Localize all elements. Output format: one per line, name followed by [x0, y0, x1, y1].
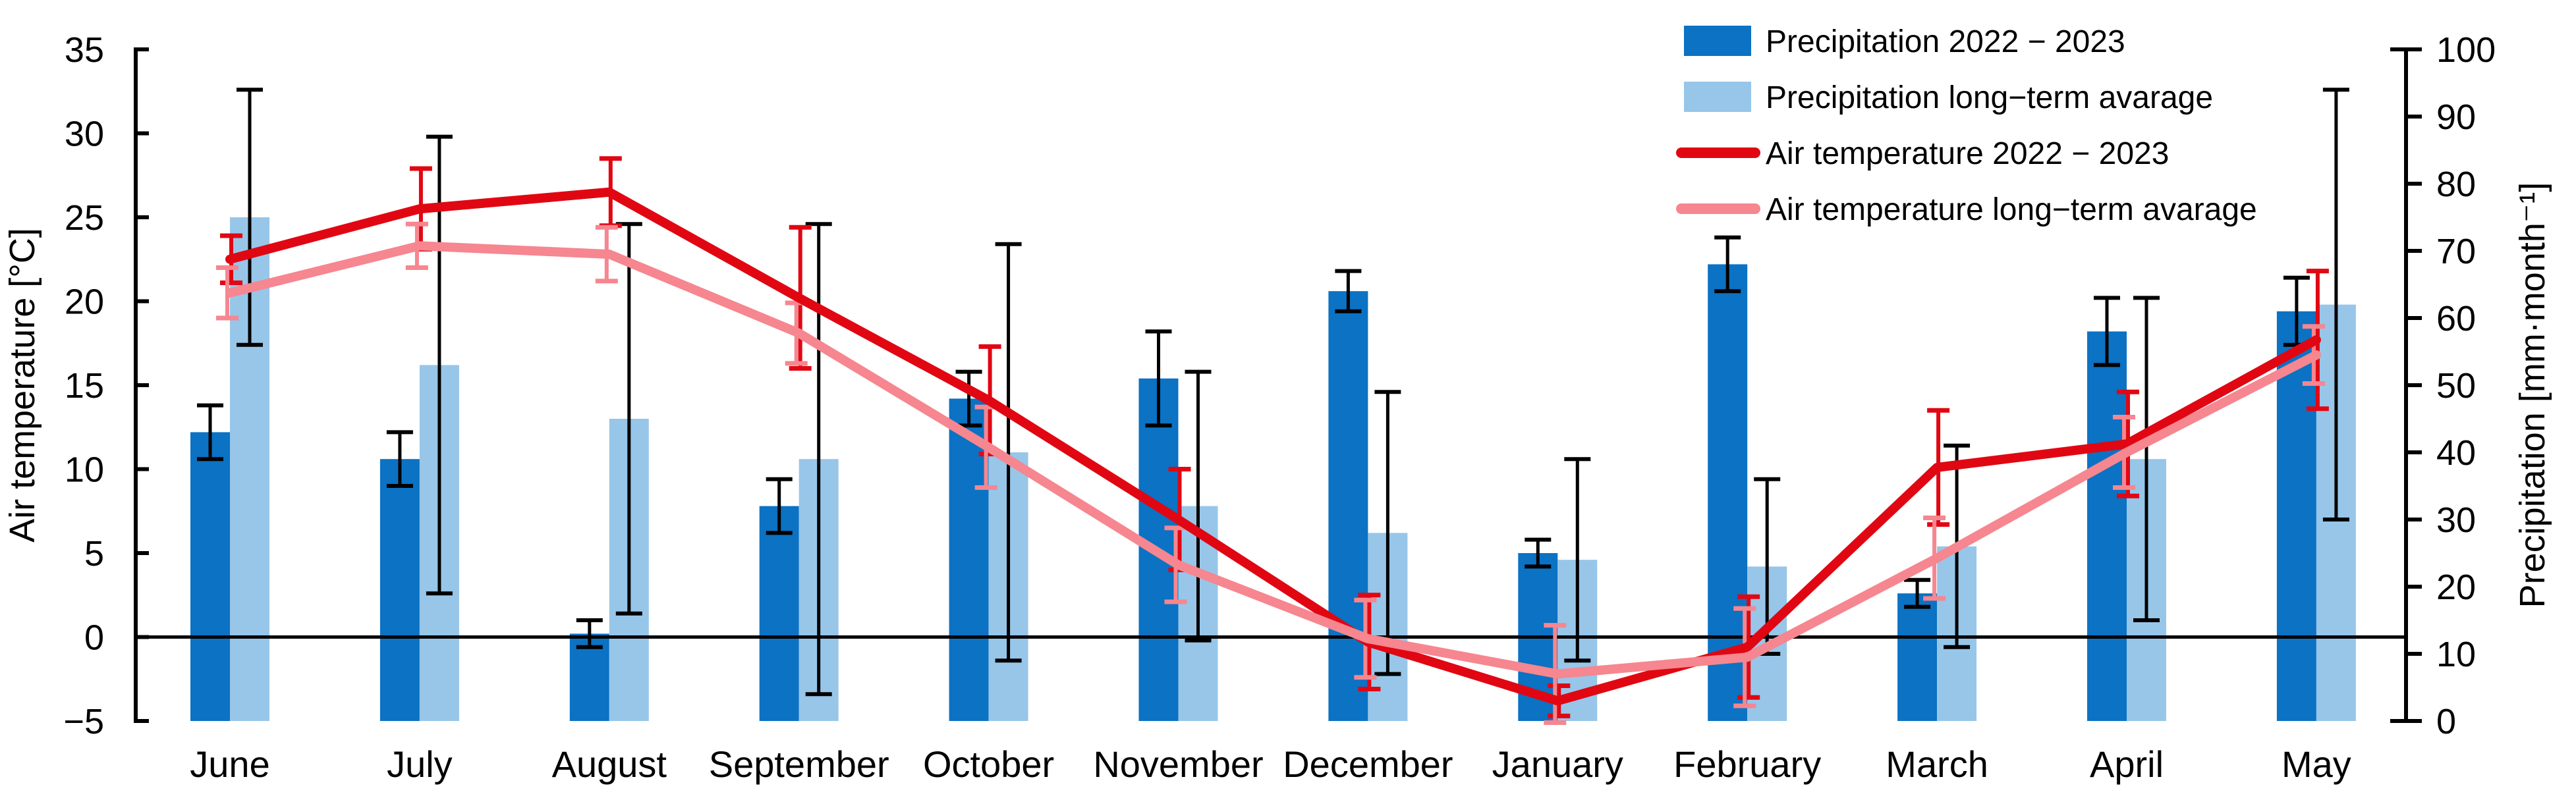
x-tick-label-July: July [387, 743, 453, 785]
legend: Precipitation 2022 − 2023 Precipitation l… [1676, 24, 2257, 227]
legend-swatch-2-icon [1684, 82, 1751, 112]
bar-precip-2022-2023-May [2276, 311, 2316, 721]
x-tick-label-March: March [1886, 743, 1988, 785]
x-tick-label-February: February [1673, 743, 1821, 785]
errorbar-precip-2022-2023-December [1335, 269, 1362, 313]
right-axis-tick-label: 70 [2436, 232, 2476, 271]
right-axis-tick-label: 30 [2436, 500, 2476, 540]
right-axis-tick-label: 80 [2436, 165, 2476, 204]
right-axis-tick-label: 50 [2436, 366, 2476, 406]
left-axis-tick-label: 5 [84, 534, 104, 573]
legend-item-4: Air temperature long−term avarage [1676, 192, 2257, 227]
legend-label-1: Precipitation 2022 − 2023 [1766, 24, 2125, 59]
left-axis-tick-label: −5 [63, 702, 104, 741]
left-axis-tick-label: 20 [65, 282, 104, 322]
x-tick-label-May: May [2282, 743, 2351, 785]
line-temp-longterm [225, 241, 2321, 679]
bar-precip-2022-2023-March [1897, 593, 1938, 721]
left-axis-tick-label: 0 [84, 618, 104, 658]
right-axis-tick-label: 90 [2436, 97, 2476, 137]
left-axis-tick-label: 15 [65, 366, 104, 406]
errorbar-precip-longterm-May [2322, 88, 2349, 521]
line-temp-2022-2023 [225, 187, 2321, 706]
right-axis-tick-label: 100 [2436, 30, 2496, 70]
left-axis-tick-label: 30 [65, 115, 104, 154]
errorbar-precip-longterm-July [426, 134, 453, 596]
left-axis-title: Air temperature [°C] [3, 228, 42, 543]
legend-swatch-1-icon [1684, 26, 1751, 56]
x-tick-label-August: August [552, 743, 667, 785]
x-tick-label-October: October [923, 743, 1054, 785]
bar-precip-2022-2023-April [2087, 331, 2127, 721]
errorbar-precip-2022-2023-November [1145, 329, 1172, 428]
errorbar-precip-2022-2023-August [576, 618, 603, 649]
right-axis-tick-label: 60 [2436, 299, 2476, 338]
x-tick-label-June: June [190, 743, 269, 785]
legend-item-3: Air temperature 2022 − 2023 [1676, 136, 2169, 171]
right-axis-tick-label: 20 [2436, 568, 2476, 607]
errorbar-precip-2022-2023-February [1714, 235, 1741, 294]
x-tick-label-December: December [1283, 743, 1453, 785]
errorbar-precip-2022-2023-March [1904, 577, 1931, 609]
legend-label-4: Air temperature long−term avarage [1766, 192, 2257, 227]
bar-precip-2022-2023-July [379, 459, 420, 721]
bar-precip-2022-2023-June [190, 432, 230, 721]
bar-precip-2022-2023-September [759, 506, 799, 721]
legend-item-2: Precipitation long−term avarage [1684, 80, 2213, 115]
errorbar-precip-2022-2023-June [197, 403, 223, 462]
errorbar-precip-2022-2023-September [766, 477, 793, 535]
errorbar-precip-longterm-April [2133, 296, 2160, 622]
errorbar-precip-longterm-November [1185, 369, 1212, 643]
legend-label-3: Air temperature 2022 − 2023 [1766, 136, 2169, 171]
legend-item-1: Precipitation 2022 − 2023 [1684, 24, 2125, 59]
right-axis-tick-label: 40 [2436, 433, 2476, 473]
right-axis-tick-label: 0 [2436, 702, 2456, 741]
errorbar-precip-2022-2023-July [386, 430, 413, 488]
x-tick-label-April: April [2090, 743, 2164, 785]
x-tick-label-November: November [1093, 743, 1263, 785]
errorbar-precip-longterm-June [237, 88, 263, 347]
x-tick-label-January: January [1492, 743, 1623, 785]
errorbar-precip-longterm-September [805, 222, 832, 697]
left-axis-tick-label: 35 [65, 30, 104, 70]
bar-precip-2022-2023-December [1328, 291, 1368, 721]
errorbar-precip-2022-2023-January [1525, 537, 1552, 569]
left-axis-tick-label: 10 [65, 450, 104, 490]
right-axis-title: Precipitation [mm·month⁻¹] [2513, 182, 2552, 608]
errorbar-precip-longterm-December [1374, 390, 1401, 676]
right-axis-tick-label: 10 [2436, 635, 2476, 674]
errorbar-precip-longterm-October [995, 242, 1022, 663]
x-tick-label-September: September [709, 743, 889, 785]
errorbar-precip-longterm-January [1564, 457, 1591, 663]
legend-label-2: Precipitation long−term avarage [1766, 80, 2213, 115]
errorbar-precip-2022-2023-April [2094, 296, 2120, 367]
left-axis-tick-label: 25 [65, 198, 104, 238]
